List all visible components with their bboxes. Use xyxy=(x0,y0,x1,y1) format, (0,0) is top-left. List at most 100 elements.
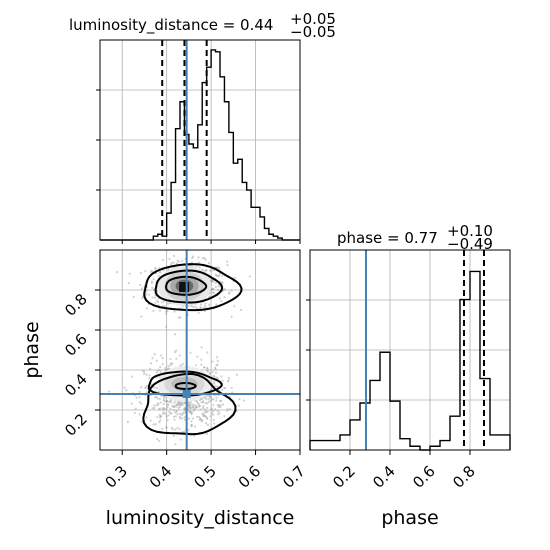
sample-point xyxy=(157,402,160,405)
sample-point xyxy=(187,405,190,408)
sample-point xyxy=(159,414,163,418)
sample-point xyxy=(216,359,219,363)
sample-point xyxy=(191,305,195,308)
sample-point xyxy=(150,269,153,272)
sample-point xyxy=(198,266,201,269)
sample-point xyxy=(159,415,162,418)
sample-point xyxy=(204,422,208,425)
sample-point xyxy=(212,418,215,422)
sample-point xyxy=(166,406,169,409)
sample-point xyxy=(159,365,162,369)
sample-point xyxy=(218,274,221,277)
sample-point xyxy=(198,418,201,421)
sample-point xyxy=(156,369,159,372)
sample-point xyxy=(158,421,161,424)
sample-point xyxy=(179,417,182,420)
sample-point xyxy=(168,257,171,261)
sample-point xyxy=(214,385,217,388)
sample-point xyxy=(181,411,185,414)
sample-point xyxy=(156,438,159,441)
contour-lower-inner xyxy=(174,382,197,391)
sample-point xyxy=(214,273,218,276)
sample-point xyxy=(166,399,169,403)
sample-point xyxy=(238,397,241,401)
sample-point xyxy=(215,399,218,402)
sample-point xyxy=(188,402,192,405)
sample-point xyxy=(211,291,214,294)
sample-point xyxy=(202,401,205,404)
sample-point xyxy=(152,309,155,312)
sample-point xyxy=(159,419,162,422)
sample-point xyxy=(217,288,220,292)
sample-point xyxy=(218,267,221,270)
sample-point xyxy=(191,403,194,406)
sample-point xyxy=(178,415,181,418)
sample-point xyxy=(165,400,169,403)
sample-point xyxy=(164,400,167,403)
sample-point xyxy=(156,387,159,390)
sample-point xyxy=(183,418,187,421)
sample-point xyxy=(162,396,165,399)
sample-point xyxy=(162,398,166,401)
sample-point xyxy=(202,366,206,369)
sample-point xyxy=(160,354,163,357)
sample-point xyxy=(226,260,229,263)
sample-point xyxy=(149,270,152,273)
sample-point xyxy=(210,269,213,272)
luminosity-distance-title-minus: −0.05 xyxy=(290,23,336,41)
sample-point xyxy=(162,408,165,411)
sample-point xyxy=(196,400,199,403)
sample-point xyxy=(138,400,141,404)
sample-point xyxy=(161,301,164,304)
phase-histogram-panel: 0.2 0.4 0.6 0.8 xyxy=(306,249,511,492)
sample-point xyxy=(128,272,131,275)
sample-point xyxy=(204,302,207,305)
sample-point xyxy=(227,376,231,380)
sample-point xyxy=(157,403,160,406)
sample-point xyxy=(169,407,172,410)
sample-point xyxy=(153,267,157,270)
sample-point xyxy=(191,256,194,260)
sample-point xyxy=(218,297,222,300)
sample-point xyxy=(127,282,130,285)
sample-point xyxy=(203,396,206,399)
sample-point xyxy=(151,286,154,289)
sample-point xyxy=(214,285,217,289)
sample-point xyxy=(248,275,251,278)
sample-point xyxy=(133,411,136,415)
sample-point xyxy=(164,367,167,370)
sample-point xyxy=(212,398,215,401)
sample-point xyxy=(176,259,179,262)
sample-point xyxy=(170,412,173,415)
sample-point xyxy=(199,306,203,309)
sample-point xyxy=(126,420,129,424)
sample-point xyxy=(159,271,162,274)
sample-point xyxy=(224,387,227,390)
sample-point xyxy=(206,369,209,372)
sample-point xyxy=(169,411,172,415)
sample-point xyxy=(205,432,208,436)
sample-point xyxy=(202,269,205,272)
sample-point xyxy=(187,404,190,407)
sample-point xyxy=(176,409,179,412)
sample-point xyxy=(159,416,162,419)
sample-point xyxy=(178,427,181,431)
sample-point xyxy=(190,412,193,415)
y-tick-label: 0.2 xyxy=(61,410,91,440)
sample-point xyxy=(172,409,176,412)
sample-point xyxy=(123,386,126,389)
sample-point xyxy=(208,269,212,272)
sample-point xyxy=(179,316,182,319)
sample-point xyxy=(213,408,217,411)
sample-point xyxy=(200,363,203,366)
sample-point xyxy=(181,417,184,420)
sample-point xyxy=(154,301,157,304)
sample-point xyxy=(198,404,201,407)
sample-point xyxy=(152,277,155,281)
sample-point xyxy=(187,417,191,420)
sample-point xyxy=(145,289,148,292)
sample-point xyxy=(206,410,209,413)
sample-point xyxy=(173,310,176,313)
sample-point xyxy=(130,402,133,405)
sample-point xyxy=(199,306,202,309)
